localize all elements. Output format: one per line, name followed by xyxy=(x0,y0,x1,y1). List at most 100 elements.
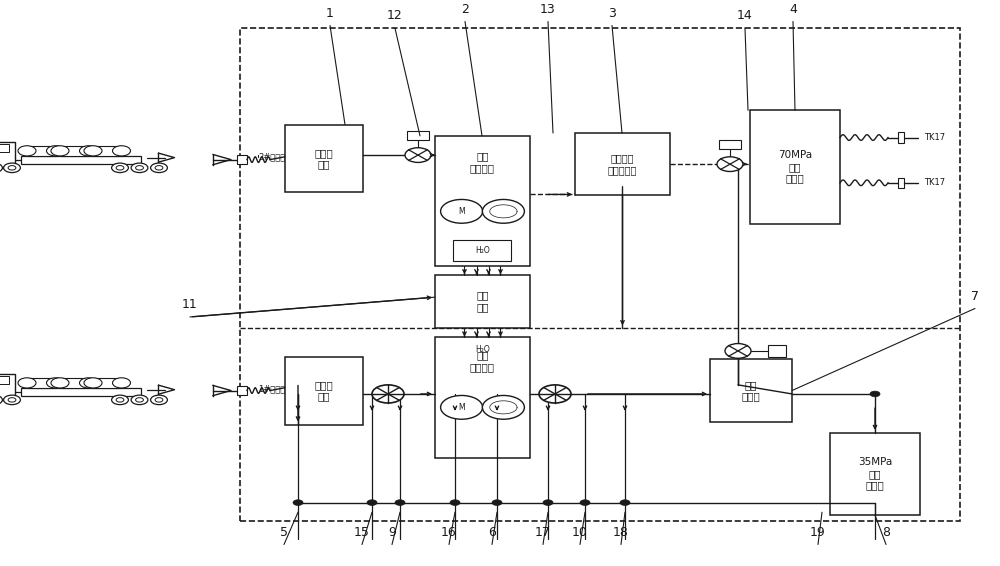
Bar xyxy=(435,337,530,458)
Text: M: M xyxy=(458,403,465,412)
Bar xyxy=(27,378,55,388)
Circle shape xyxy=(18,378,36,388)
Text: TK17: TK17 xyxy=(924,133,946,142)
Text: 8: 8 xyxy=(882,526,890,538)
Text: 6: 6 xyxy=(488,526,496,538)
Bar xyxy=(575,133,670,195)
Text: 低压
压缩机撇: 低压 压缩机撇 xyxy=(470,350,495,372)
Circle shape xyxy=(450,500,460,505)
Circle shape xyxy=(441,396,483,419)
Circle shape xyxy=(51,378,69,388)
Circle shape xyxy=(543,500,553,505)
Text: 70MPa
高压
加氢机: 70MPa 高压 加氢机 xyxy=(778,151,812,183)
Circle shape xyxy=(725,344,751,358)
Circle shape xyxy=(18,146,36,156)
Circle shape xyxy=(155,398,163,402)
Circle shape xyxy=(112,163,128,173)
Text: 18: 18 xyxy=(613,526,629,538)
Circle shape xyxy=(155,166,163,170)
Text: 1#卸气口: 1#卸气口 xyxy=(258,384,285,393)
Text: 10: 10 xyxy=(572,526,588,538)
Circle shape xyxy=(80,146,98,156)
Bar xyxy=(407,131,429,140)
Circle shape xyxy=(46,378,64,388)
Bar xyxy=(237,386,247,395)
Bar xyxy=(285,357,363,424)
Circle shape xyxy=(51,146,69,156)
Circle shape xyxy=(136,398,143,402)
Circle shape xyxy=(0,163,2,173)
Text: TK17: TK17 xyxy=(924,178,946,187)
Circle shape xyxy=(131,163,148,173)
Circle shape xyxy=(405,148,431,162)
Circle shape xyxy=(116,398,124,402)
Bar xyxy=(898,178,904,188)
Bar xyxy=(21,156,141,164)
Bar xyxy=(285,125,363,192)
Text: H₂O: H₂O xyxy=(475,345,490,354)
Bar xyxy=(710,359,792,422)
Circle shape xyxy=(131,395,148,405)
Bar xyxy=(60,378,88,388)
Circle shape xyxy=(116,166,124,170)
Circle shape xyxy=(367,500,377,505)
Text: 9: 9 xyxy=(388,526,396,538)
Circle shape xyxy=(151,163,167,173)
Text: M: M xyxy=(458,207,465,216)
Bar xyxy=(93,146,122,156)
Bar xyxy=(0,376,9,384)
Text: 11: 11 xyxy=(182,298,198,311)
Circle shape xyxy=(580,500,590,505)
Circle shape xyxy=(0,395,2,405)
Text: 13: 13 xyxy=(540,3,556,15)
Bar xyxy=(750,110,840,224)
Circle shape xyxy=(8,166,16,170)
Circle shape xyxy=(492,500,502,505)
Bar xyxy=(898,132,904,143)
Text: 12: 12 xyxy=(387,10,403,22)
Circle shape xyxy=(80,378,98,388)
Circle shape xyxy=(112,378,130,388)
Text: 7: 7 xyxy=(971,290,979,302)
Circle shape xyxy=(136,166,143,170)
Circle shape xyxy=(395,500,405,505)
Bar xyxy=(435,275,530,328)
Text: 4: 4 xyxy=(789,3,797,15)
Text: 2: 2 xyxy=(461,3,469,15)
Bar xyxy=(453,339,511,361)
Text: 多级加注
高压蓄能器: 多级加注 高压蓄能器 xyxy=(608,153,637,175)
Circle shape xyxy=(8,398,16,402)
Bar xyxy=(0,144,9,152)
Text: 17: 17 xyxy=(535,526,551,538)
Bar xyxy=(60,146,88,156)
Text: H₂O: H₂O xyxy=(475,246,490,255)
Circle shape xyxy=(539,385,571,403)
Text: 19: 19 xyxy=(810,526,826,538)
Bar xyxy=(435,136,530,266)
Text: 1: 1 xyxy=(326,7,334,19)
Bar xyxy=(830,433,920,515)
Bar xyxy=(21,388,141,396)
Text: 低压
蓄能器: 低压 蓄能器 xyxy=(742,380,760,401)
Circle shape xyxy=(84,378,102,388)
Circle shape xyxy=(112,395,128,405)
Text: 15: 15 xyxy=(354,526,370,538)
Circle shape xyxy=(84,146,102,156)
Circle shape xyxy=(46,146,64,156)
Circle shape xyxy=(151,395,167,405)
Circle shape xyxy=(293,500,303,505)
Circle shape xyxy=(870,391,880,397)
Text: 3: 3 xyxy=(608,7,616,19)
Circle shape xyxy=(4,395,20,405)
Bar xyxy=(453,240,511,261)
Circle shape xyxy=(482,396,524,419)
Text: 5: 5 xyxy=(280,526,288,538)
Bar xyxy=(240,28,960,521)
Text: 高压卸
车撇: 高压卸 车撇 xyxy=(315,148,333,169)
Text: 高压
压缩机撇: 高压 压缩机撇 xyxy=(470,151,495,173)
Circle shape xyxy=(620,500,630,505)
Text: 低压卸
车撇: 低压卸 车撇 xyxy=(315,380,333,401)
Circle shape xyxy=(717,157,743,171)
Text: 14: 14 xyxy=(737,10,753,22)
Text: 2#卸气口: 2#卸气口 xyxy=(258,153,285,162)
